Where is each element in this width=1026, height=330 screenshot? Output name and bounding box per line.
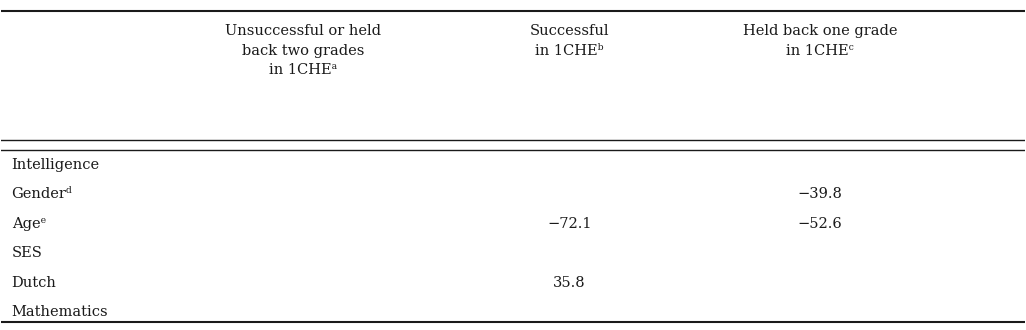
Text: Successful
in 1CHEᵇ: Successful in 1CHEᵇ (529, 24, 609, 58)
Text: Held back one grade
in 1CHEᶜ: Held back one grade in 1CHEᶜ (743, 24, 897, 58)
Text: Unsuccessful or held
back two grades
in 1CHEᵃ: Unsuccessful or held back two grades in … (226, 24, 382, 77)
Text: SES: SES (11, 247, 42, 260)
Text: Ageᵉ: Ageᵉ (11, 217, 46, 231)
Text: Genderᵈ: Genderᵈ (11, 187, 73, 201)
Text: 35.8: 35.8 (553, 276, 586, 290)
Text: −39.8: −39.8 (797, 187, 842, 201)
Text: Mathematics: Mathematics (11, 305, 109, 319)
Text: −52.6: −52.6 (797, 217, 842, 231)
Text: Dutch: Dutch (11, 276, 56, 290)
Text: −72.1: −72.1 (547, 217, 592, 231)
Text: Intelligence: Intelligence (11, 158, 100, 172)
